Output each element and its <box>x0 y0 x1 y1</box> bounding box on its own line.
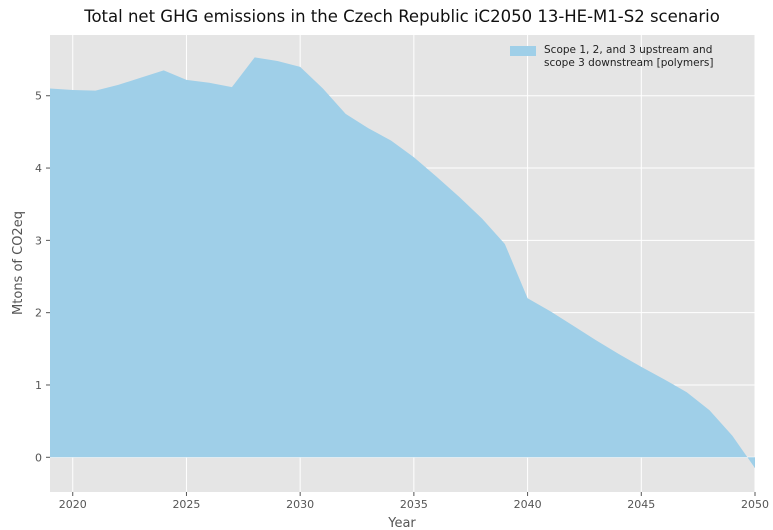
x-tick-label: 2035 <box>400 498 428 511</box>
y-tick-label: 3 <box>35 234 42 247</box>
y-tick-label: 4 <box>35 162 42 175</box>
y-tick-label: 5 <box>35 90 42 103</box>
legend: Scope 1, 2, and 3 upstream and scope 3 d… <box>510 44 745 70</box>
x-tick-label: 2020 <box>59 498 87 511</box>
chart-title: Total net GHG emissions in the Czech Rep… <box>83 7 720 26</box>
y-tick-label: 1 <box>35 379 42 392</box>
y-tick-label: 0 <box>35 451 42 464</box>
x-axis-label: Year <box>387 516 416 530</box>
x-tick-label: 2040 <box>514 498 542 511</box>
x-tick-label: 2045 <box>627 498 655 511</box>
x-tick-label: 2030 <box>286 498 314 511</box>
x-tick-label: 2025 <box>172 498 200 511</box>
x-tick-label: 2050 <box>741 498 769 511</box>
y-axis-label: Mtons of CO2eq <box>11 211 26 315</box>
legend-label: Scope 1, 2, and 3 upstream and scope 3 d… <box>544 44 714 69</box>
y-tick-label: 2 <box>35 307 42 320</box>
legend-swatch <box>510 46 536 56</box>
area <box>50 57 755 469</box>
